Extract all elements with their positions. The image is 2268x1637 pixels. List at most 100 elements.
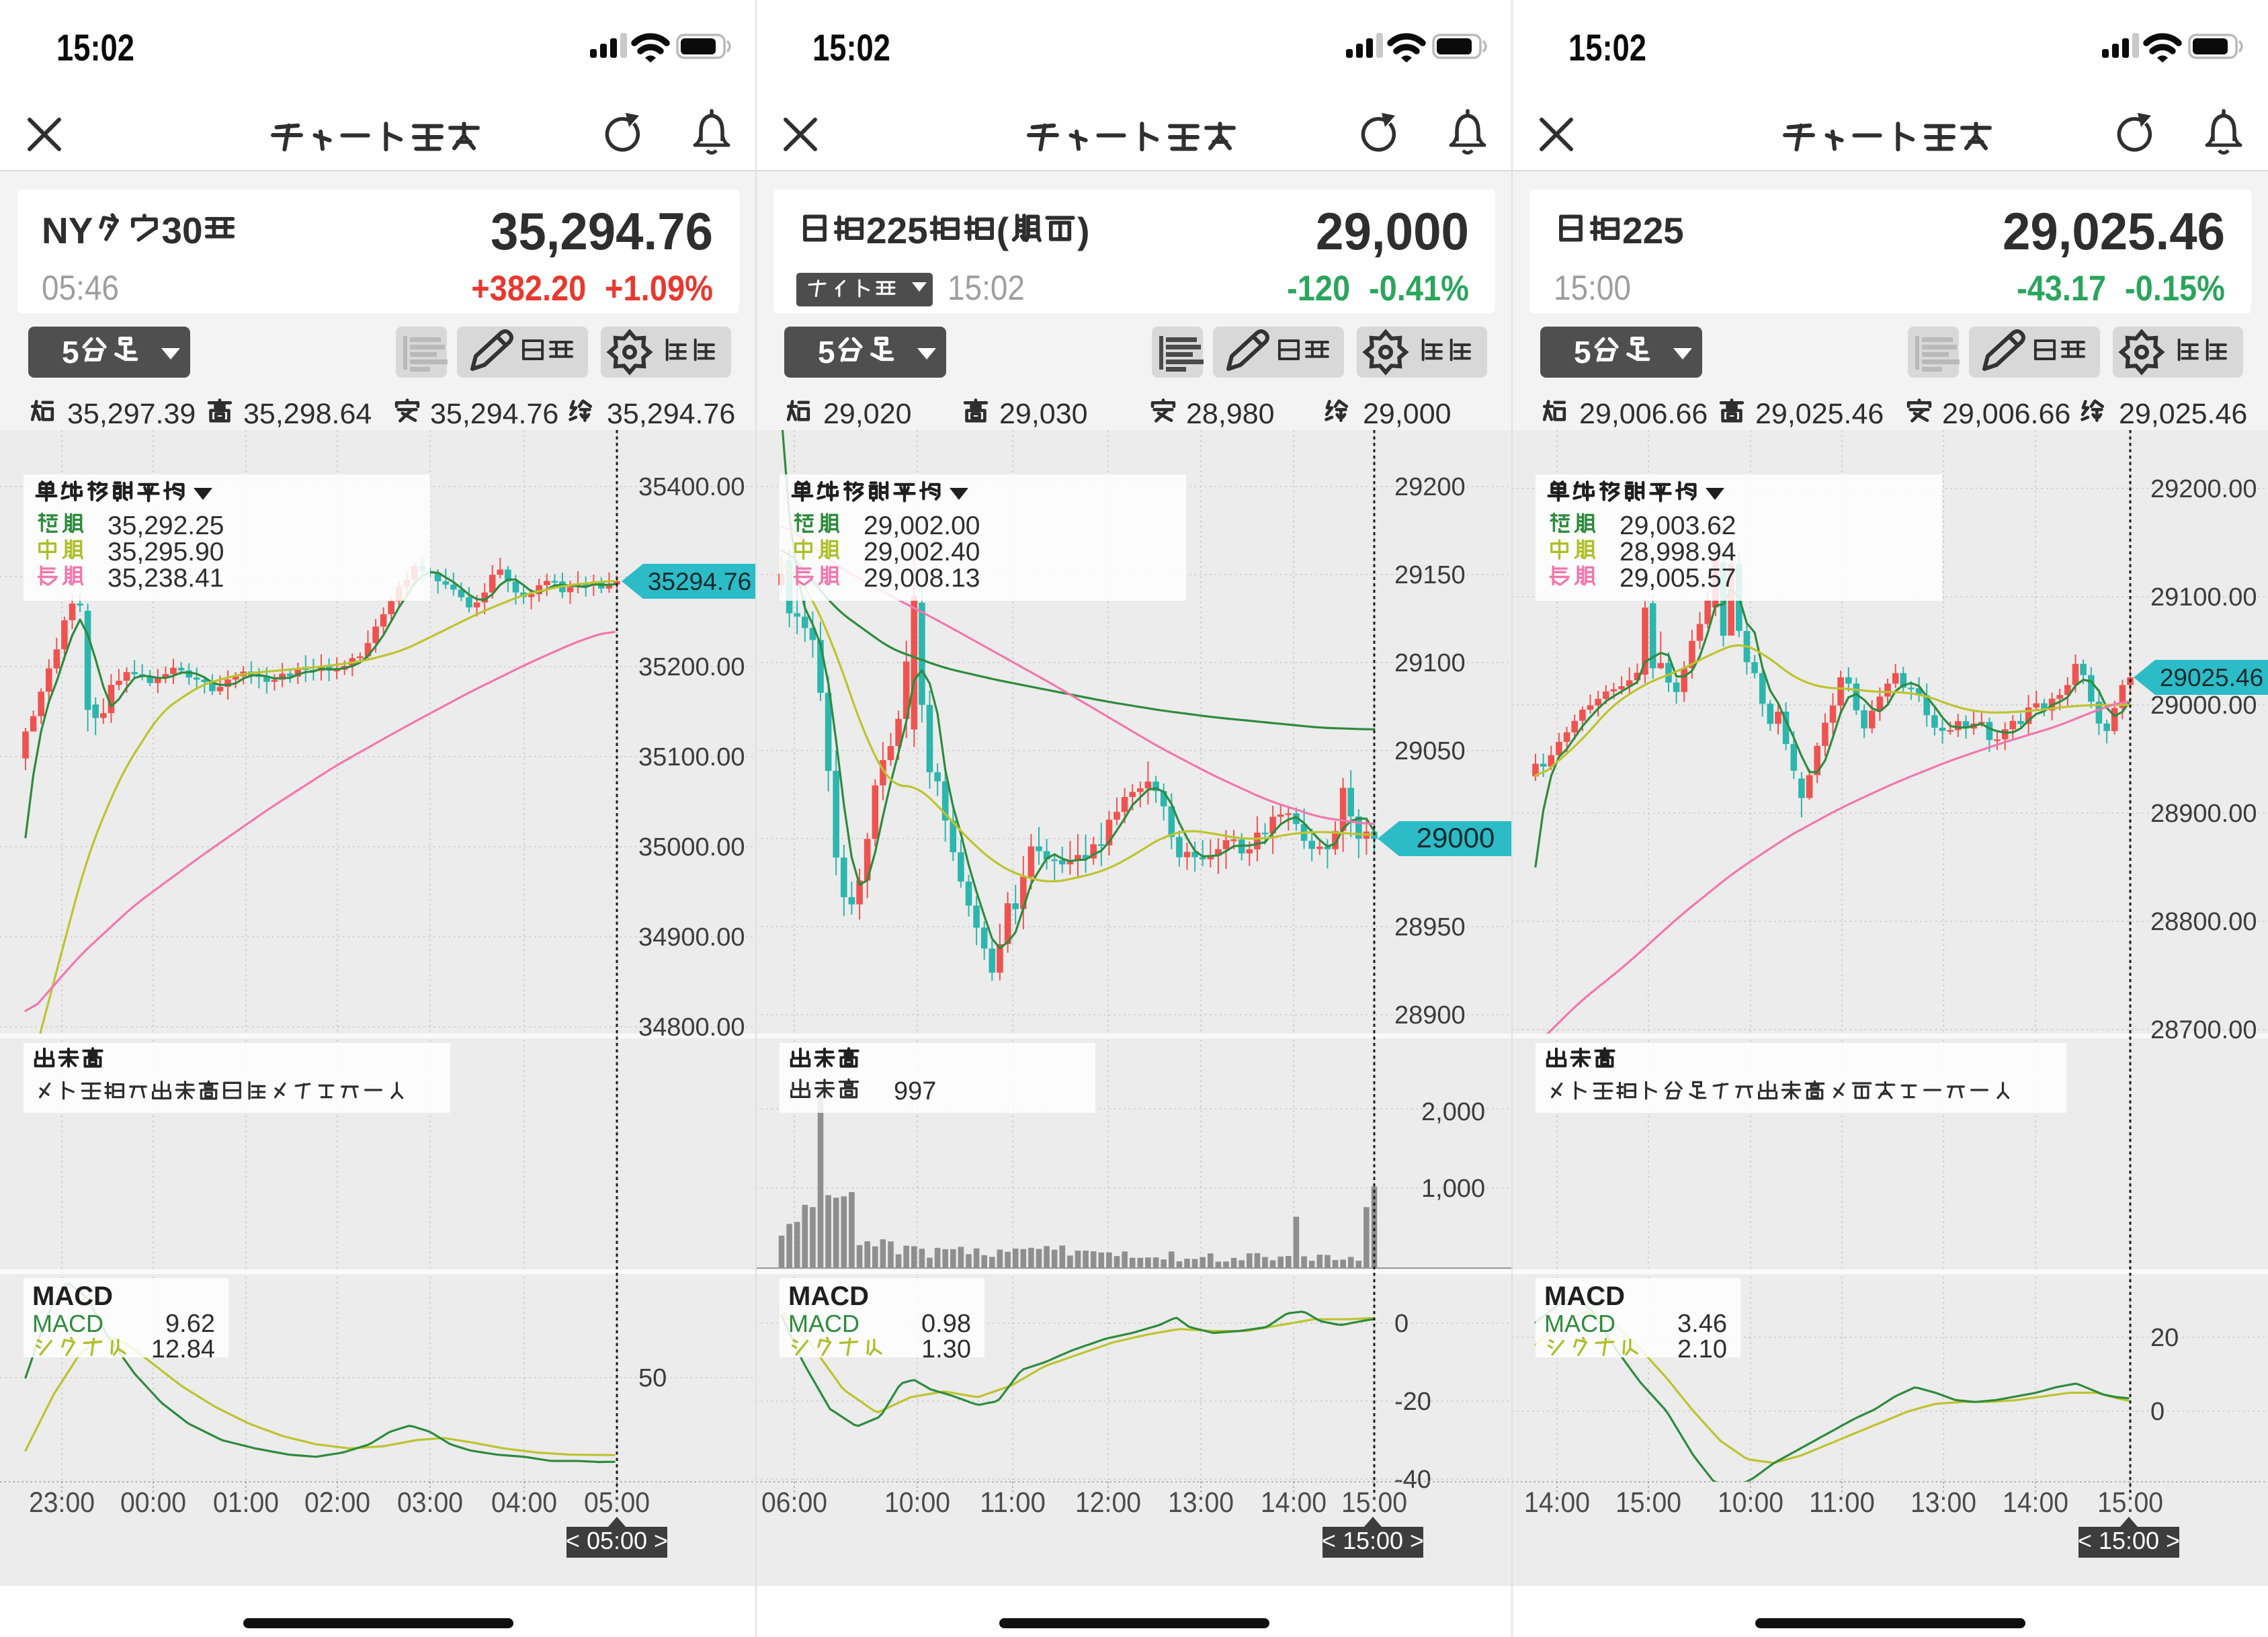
svg-text:29,020: 29,020 [823,398,912,430]
svg-text:28900: 28900 [1394,1001,1466,1030]
svg-text:15:02: 15:02 [1568,26,1646,69]
svg-text:35400.00: 35400.00 [638,473,745,501]
svg-text:06:00: 06:00 [761,1486,827,1519]
svg-text:30: 30 [161,210,202,251]
svg-text:34800.00: 34800.00 [638,1013,745,1042]
svg-text:0: 0 [1394,1310,1409,1338]
svg-text:35,295.90: 35,295.90 [108,538,224,566]
svg-text:05:46: 05:46 [42,269,119,308]
svg-text:+382.20: +382.20 [471,269,586,308]
svg-text:MACD: MACD [1544,1310,1615,1337]
svg-text:1,000: 1,000 [1421,1175,1485,1203]
svg-text:997: 997 [894,1077,936,1105]
svg-text:29100: 29100 [1394,649,1466,677]
svg-text:0.98: 0.98 [921,1310,971,1338]
svg-text:35,297.39: 35,297.39 [67,398,196,430]
svg-text:00:00: 00:00 [120,1486,186,1519]
svg-text:15:00: 15:00 [1554,269,1631,308]
svg-text:29,006.66: 29,006.66 [1942,398,2070,430]
svg-text:): ) [1077,210,1089,251]
svg-text:34900.00: 34900.00 [638,923,745,952]
svg-text:(: ( [997,210,1009,251]
svg-text:29,025.46: 29,025.46 [2119,398,2247,430]
svg-text:29200.00: 29200.00 [2150,475,2257,503]
svg-text:2,000: 2,000 [1421,1098,1485,1126]
svg-text:12:00: 12:00 [1075,1486,1141,1519]
svg-text:11:00: 11:00 [980,1486,1046,1519]
svg-text:2.10: 2.10 [1677,1335,1727,1363]
svg-text:225: 225 [866,210,928,251]
svg-text:23:00: 23:00 [29,1486,95,1519]
svg-text:29025.46: 29025.46 [2160,664,2263,691]
svg-text:29,006.66: 29,006.66 [1579,398,1708,430]
svg-text:29,003.62: 29,003.62 [1620,511,1736,540]
svg-text:29000.00: 29000.00 [2150,691,2257,720]
svg-text:35,294.76: 35,294.76 [491,202,713,261]
svg-text:14:00: 14:00 [1524,1486,1590,1519]
svg-text:3.46: 3.46 [1677,1310,1727,1338]
svg-text:13:00: 13:00 [1910,1486,1976,1519]
svg-text:28800.00: 28800.00 [2150,908,2257,936]
svg-text:35294.76: 35294.76 [648,568,751,595]
svg-text:15:02: 15:02 [948,269,1025,308]
svg-text:10:00: 10:00 [884,1486,950,1519]
svg-text:35200.00: 35200.00 [638,653,745,681]
svg-text:14:00: 14:00 [2003,1486,2068,1519]
svg-text:28,998.94: 28,998.94 [1620,538,1736,566]
svg-text:11:00: 11:00 [1809,1486,1875,1519]
svg-text:20: 20 [2150,1324,2179,1352]
svg-text:9.62: 9.62 [165,1310,215,1338]
svg-text:0: 0 [2150,1398,2165,1426]
svg-text:NY: NY [42,210,93,251]
svg-text:MACD: MACD [1544,1282,1625,1311]
svg-text:35,294.76: 35,294.76 [607,398,735,430]
svg-text:35,292.25: 35,292.25 [108,511,224,540]
svg-text:29,005.57: 29,005.57 [1620,564,1736,593]
svg-text:15:02: 15:02 [56,26,134,69]
svg-text:MACD: MACD [32,1310,103,1337]
svg-text:29100.00: 29100.00 [2150,583,2257,612]
svg-text:+1.09%: +1.09% [605,269,713,308]
svg-text:35,298.64: 35,298.64 [243,398,372,430]
svg-text:28950: 28950 [1394,913,1466,941]
svg-text:29,025.46: 29,025.46 [2003,202,2225,261]
svg-text:-43.17: -43.17 [2017,269,2106,308]
svg-text:01:00: 01:00 [213,1486,279,1519]
svg-text:04:00: 04:00 [491,1486,557,1519]
svg-text:MACD: MACD [788,1282,869,1311]
svg-text:29,030: 29,030 [999,398,1088,430]
svg-text:1.30: 1.30 [921,1335,971,1363]
svg-text:14:00: 14:00 [1261,1486,1327,1519]
svg-text:28,980: 28,980 [1186,398,1275,430]
svg-text:28700.00: 28700.00 [2150,1016,2257,1044]
svg-text:28900.00: 28900.00 [2150,800,2257,828]
svg-text:13:00: 13:00 [1168,1486,1234,1519]
svg-text:02:00: 02:00 [304,1486,370,1519]
svg-text:29000: 29000 [1417,822,1495,853]
svg-text:35100.00: 35100.00 [638,743,745,771]
svg-text:MACD: MACD [788,1310,859,1337]
svg-text:-0.41%: -0.41% [1369,269,1469,308]
svg-text:50: 50 [638,1364,667,1392]
svg-text:29050: 29050 [1394,737,1466,765]
svg-text:29,025.46: 29,025.46 [1755,398,1884,430]
svg-text:29,002.00: 29,002.00 [864,511,980,540]
svg-text:29150: 29150 [1394,561,1466,589]
svg-text:29,000: 29,000 [1363,398,1452,430]
svg-text:< 05:00 >: < 05:00 > [566,1527,668,1554]
svg-text:35,294.76: 35,294.76 [430,398,558,430]
svg-text:29,008.13: 29,008.13 [864,564,980,593]
svg-text:15:00: 15:00 [1615,1486,1681,1519]
svg-text:12.84: 12.84 [151,1335,215,1363]
svg-text:-40: -40 [1394,1466,1431,1494]
svg-text:35000.00: 35000.00 [638,833,745,862]
svg-text:5: 5 [62,335,79,370]
svg-text:03:00: 03:00 [397,1486,463,1519]
svg-text:< 15:00 >: < 15:00 > [2078,1527,2180,1554]
svg-text:35,238.41: 35,238.41 [108,564,224,593]
svg-text:5: 5 [1574,335,1591,370]
svg-text:-120: -120 [1287,269,1350,308]
svg-text:10:00: 10:00 [1718,1486,1783,1519]
svg-text:< 15:00 >: < 15:00 > [1322,1527,1424,1554]
svg-text:5: 5 [818,335,835,370]
